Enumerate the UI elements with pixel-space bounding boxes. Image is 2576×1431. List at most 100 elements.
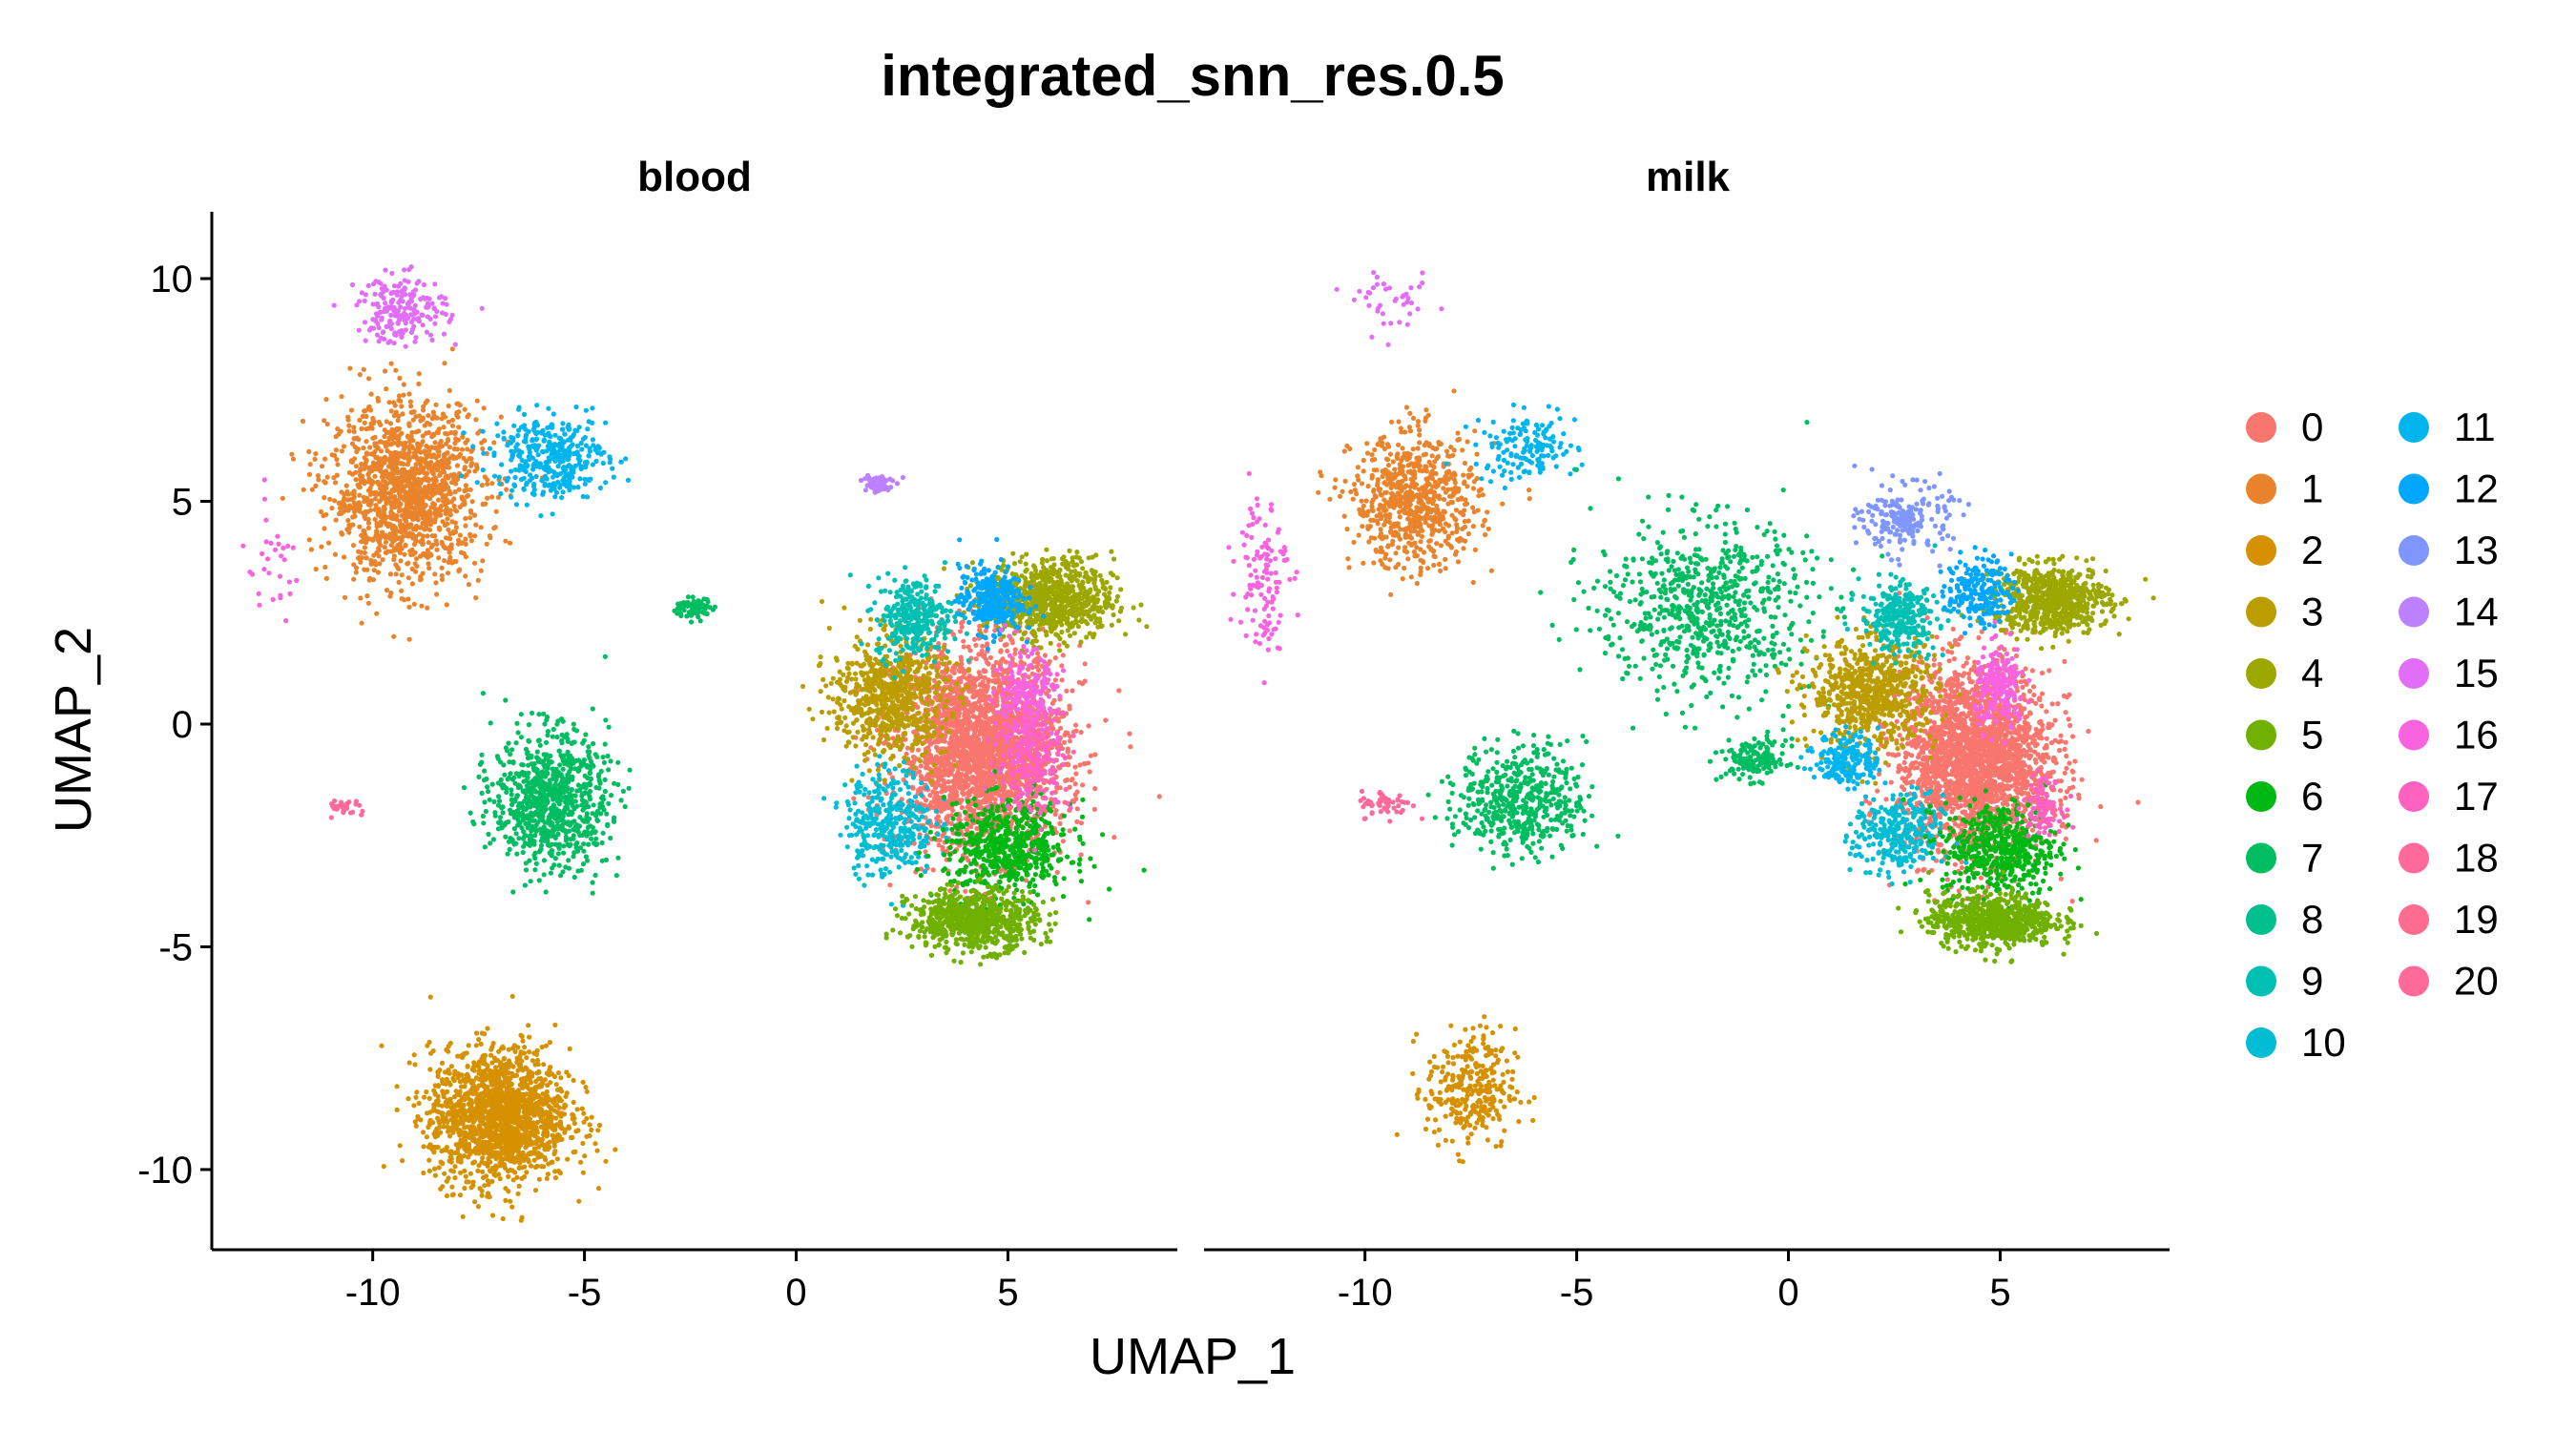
point	[427, 466, 432, 470]
point	[467, 469, 471, 474]
point	[550, 422, 554, 426]
point	[527, 779, 531, 784]
point	[534, 861, 539, 866]
point	[600, 859, 605, 863]
point	[363, 550, 367, 555]
point	[384, 386, 388, 391]
point	[559, 773, 564, 778]
point	[358, 560, 363, 565]
point	[492, 810, 497, 815]
point	[359, 462, 364, 467]
point	[409, 320, 414, 324]
point	[470, 1138, 475, 1143]
point	[574, 788, 579, 793]
point	[586, 749, 591, 754]
point	[585, 1089, 590, 1094]
point	[462, 1051, 467, 1056]
point	[421, 404, 426, 409]
point	[388, 450, 393, 455]
point	[447, 555, 452, 560]
point	[425, 421, 429, 425]
point	[378, 423, 383, 427]
point	[612, 818, 616, 822]
point	[534, 1110, 539, 1115]
point	[689, 619, 694, 624]
point	[567, 487, 571, 492]
point	[539, 771, 544, 776]
point	[399, 294, 404, 299]
point	[582, 477, 587, 482]
point	[388, 471, 393, 476]
point	[511, 760, 516, 765]
point	[870, 477, 875, 482]
point	[436, 555, 441, 560]
point	[515, 1045, 520, 1049]
point	[394, 308, 399, 313]
point	[534, 403, 539, 407]
point	[508, 847, 512, 852]
point	[467, 532, 472, 537]
point	[509, 495, 513, 500]
point	[448, 1100, 453, 1105]
point	[1053, 677, 1058, 682]
point	[402, 382, 406, 386]
point	[501, 1084, 506, 1089]
point	[394, 436, 399, 441]
point	[322, 457, 327, 462]
point	[412, 409, 417, 414]
point	[590, 1115, 594, 1120]
point	[406, 575, 411, 580]
point	[399, 525, 404, 529]
point	[519, 1049, 524, 1054]
point	[568, 438, 572, 443]
point	[446, 1111, 450, 1116]
point	[413, 335, 418, 340]
point	[387, 465, 392, 469]
point	[570, 778, 574, 782]
point	[437, 526, 442, 530]
point	[359, 426, 364, 431]
point	[377, 561, 382, 566]
point	[467, 1096, 471, 1101]
point	[491, 1172, 496, 1176]
point	[582, 819, 587, 824]
point	[336, 432, 341, 437]
point	[479, 1057, 484, 1062]
point	[413, 561, 418, 566]
point	[479, 525, 484, 529]
point	[1073, 723, 1078, 728]
point	[428, 995, 433, 1000]
point	[437, 1121, 442, 1126]
point	[412, 602, 417, 607]
point	[517, 1161, 522, 1166]
point	[424, 452, 428, 457]
point	[578, 1160, 583, 1165]
point	[462, 1169, 467, 1173]
point	[287, 579, 292, 584]
point	[530, 1107, 534, 1111]
point	[380, 529, 384, 534]
point	[433, 1092, 438, 1097]
point	[572, 739, 577, 744]
point	[589, 759, 593, 764]
point	[422, 1095, 426, 1100]
point	[370, 436, 375, 441]
point	[443, 296, 447, 301]
point	[454, 402, 459, 406]
point	[535, 757, 540, 761]
point	[480, 791, 485, 796]
point	[540, 800, 545, 805]
point	[523, 821, 528, 826]
point	[403, 278, 407, 282]
point	[379, 439, 384, 444]
point	[678, 612, 683, 616]
point	[527, 1134, 531, 1139]
point	[551, 813, 555, 818]
point	[552, 442, 557, 446]
point	[512, 449, 517, 454]
point	[1035, 651, 1040, 655]
point	[552, 433, 557, 438]
point	[332, 498, 337, 503]
point	[511, 1073, 516, 1078]
point	[434, 538, 439, 543]
